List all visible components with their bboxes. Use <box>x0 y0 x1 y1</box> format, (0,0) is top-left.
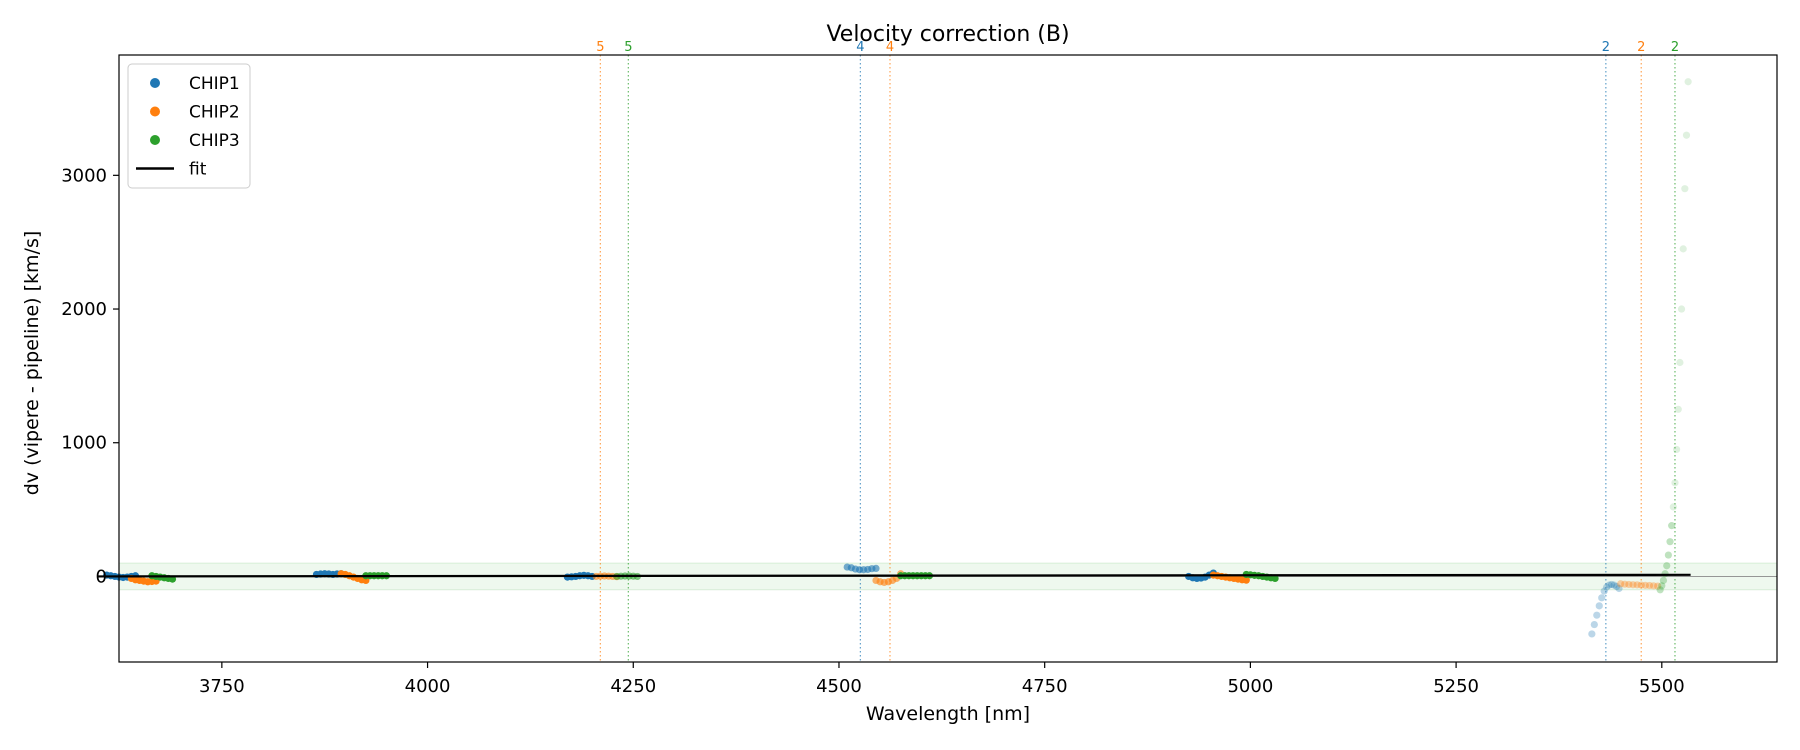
x-tick-label: 5500 <box>1639 676 1685 697</box>
data-point <box>1625 580 1633 589</box>
data-point <box>1659 576 1668 585</box>
fit-line-mark <box>98 573 1691 578</box>
legend: CHIP1 CHIP2 CHIP3 fit <box>127 63 251 189</box>
x-tick-label: 4750 <box>1022 676 1068 697</box>
data-point <box>1608 580 1616 589</box>
order-label-5: 2 <box>1637 40 1645 55</box>
x-tick-label: 3750 <box>199 676 245 697</box>
legend-marker-chip2 <box>150 106 160 117</box>
x-axis-label: Wavelength [nm] <box>866 703 1030 725</box>
order-lines <box>599 55 1676 662</box>
y-axis-ticks: 0 1000 2000 3000 <box>61 165 119 587</box>
data-point <box>1664 551 1672 559</box>
order-labels: 5 5 4 4 2 2 2 <box>596 40 1679 55</box>
fit-line <box>98 573 1691 578</box>
legend-item-chip2: CHIP2 <box>150 103 240 123</box>
data-point <box>1600 587 1608 595</box>
data-point <box>1673 445 1681 454</box>
data-point <box>1671 479 1679 487</box>
plot-background <box>119 55 1777 662</box>
x-tick-label: 4500 <box>816 676 862 697</box>
data-point <box>1633 581 1641 589</box>
legend-label-chip1: CHIP1 <box>189 74 240 94</box>
series-chip3-9 <box>1669 78 1692 511</box>
y-axis-label: dv (vipere - pipeline) [km/s] <box>21 231 43 496</box>
data-point <box>1641 581 1649 589</box>
data-point <box>1242 576 1250 584</box>
data-point <box>1617 580 1625 588</box>
order-label-6: 2 <box>1671 40 1679 55</box>
data-point <box>1603 583 1611 591</box>
data-point <box>1593 611 1601 619</box>
data-point <box>1663 562 1671 570</box>
data-point <box>1656 586 1664 594</box>
data-point <box>1637 581 1645 589</box>
data-point <box>1684 78 1692 86</box>
data-point <box>1610 581 1618 589</box>
series-chip1-2 <box>1588 580 1623 638</box>
data-point <box>1654 582 1662 590</box>
y-tick-label: 3000 <box>61 165 107 186</box>
legend-marker-chip3 <box>150 135 160 145</box>
data-point <box>1681 185 1689 193</box>
series-chip2-3 <box>127 570 1250 586</box>
data-point <box>1595 602 1603 610</box>
series-chip3-8 <box>1656 522 1676 594</box>
data-point <box>1612 582 1621 591</box>
data-point <box>1629 581 1637 589</box>
legend-label-fit: fit <box>189 160 207 180</box>
data-point <box>1649 582 1658 590</box>
series-chip2-5 <box>1617 580 1662 590</box>
plot-area <box>119 55 1777 662</box>
legend-item-fit: fit <box>136 160 207 180</box>
legend-label-chip2: CHIP2 <box>189 103 240 123</box>
x-axis-ticks: 3750 4000 4250 4500 4750 5000 5250 5500 <box>199 662 1685 697</box>
y-tick-label: 0 <box>96 566 107 587</box>
data-point <box>1674 405 1682 413</box>
data-point <box>1588 630 1596 638</box>
legend-item-chip1: CHIP1 <box>150 74 240 94</box>
data-point <box>1666 538 1674 546</box>
data-point <box>1676 358 1684 367</box>
legend-item-chip3: CHIP3 <box>150 131 240 151</box>
x-tick-label: 5000 <box>1227 676 1273 697</box>
order-label-2: 4 <box>856 40 864 55</box>
x-tick-label: 4250 <box>610 676 656 697</box>
data-point <box>1669 503 1677 511</box>
data-point <box>1271 574 1279 583</box>
x-tick-label: 4000 <box>405 676 451 697</box>
data-point <box>872 564 880 573</box>
series-chip1-1 <box>843 563 880 574</box>
data-point <box>1621 580 1629 588</box>
plot-frame <box>118 54 1778 663</box>
x-tick-label: 5250 <box>1433 676 1479 697</box>
data-point <box>1658 582 1666 590</box>
order-label-4: 2 <box>1602 40 1610 55</box>
data-point <box>1645 581 1654 590</box>
order-label-0: 5 <box>596 40 604 55</box>
legend-box <box>127 63 251 189</box>
legend-marker-chip1 <box>150 78 160 88</box>
data-point <box>1590 620 1598 629</box>
data-point <box>1682 131 1691 139</box>
data-point <box>1668 522 1676 530</box>
y-tick-label: 2000 <box>61 299 107 320</box>
y-tick-label: 1000 <box>61 433 107 454</box>
data-point <box>1679 245 1687 253</box>
data-point <box>1598 594 1606 602</box>
data-point <box>1605 581 1613 589</box>
axes-frame <box>118 54 1778 663</box>
chart-title: Velocity correction (B) <box>826 22 1069 47</box>
data-point <box>1615 584 1623 593</box>
order-label-3: 4 <box>886 40 894 55</box>
legend-label-chip3: CHIP3 <box>189 131 240 151</box>
order-label-1: 5 <box>624 40 632 55</box>
data-point <box>1677 305 1686 313</box>
